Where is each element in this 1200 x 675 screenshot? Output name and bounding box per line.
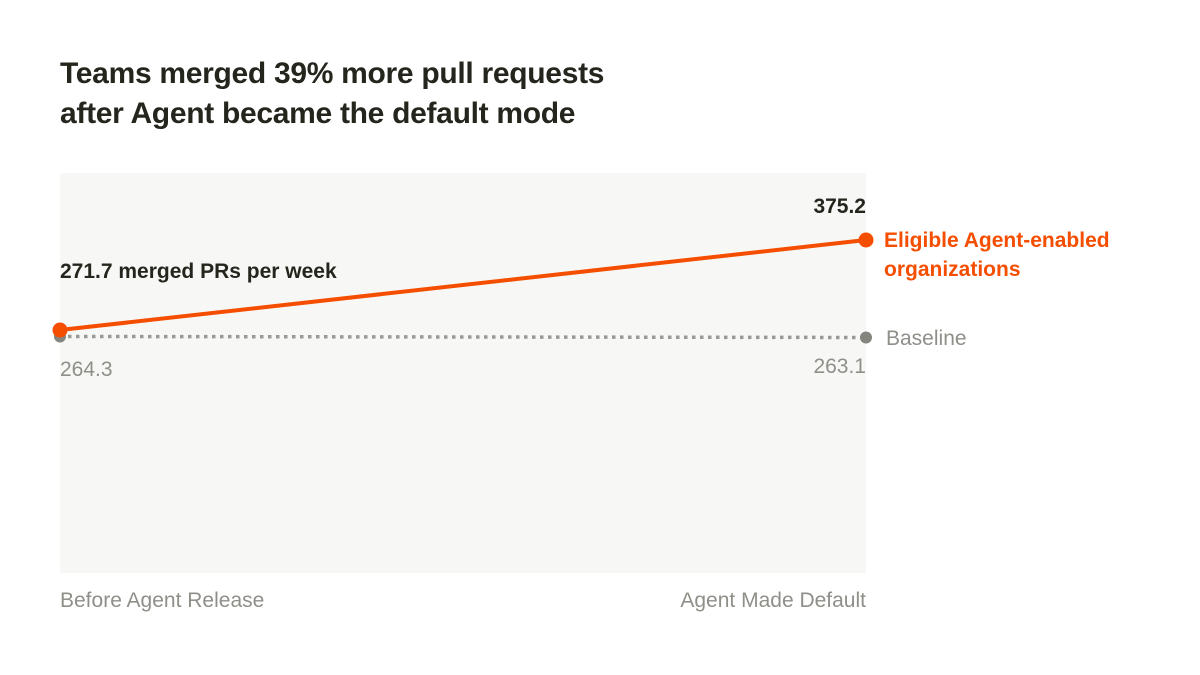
chart-title-line1: Teams merged 39% more pull requests [60,57,605,90]
x-axis-label-after: Agent Made Default [680,589,866,612]
baseline-end-value: 263.1 [813,355,866,378]
chart-title-line2: after Agent became the default mode [60,97,576,130]
x-axis-label-before: Before Agent Release [60,589,265,612]
plot-area [60,173,866,573]
baseline-start-value: 264.3 [60,358,113,381]
agent-series-start-label: 271.7 merged PRs per week [60,260,337,283]
legend-baseline-series-label: Baseline [886,327,967,350]
agent-series-end-value: 375.2 [813,195,866,218]
chart-title: Teams merged 39% more pull requests afte… [60,54,604,134]
legend-agent-series-label: Eligible Agent-enabled organizations [884,229,1110,281]
